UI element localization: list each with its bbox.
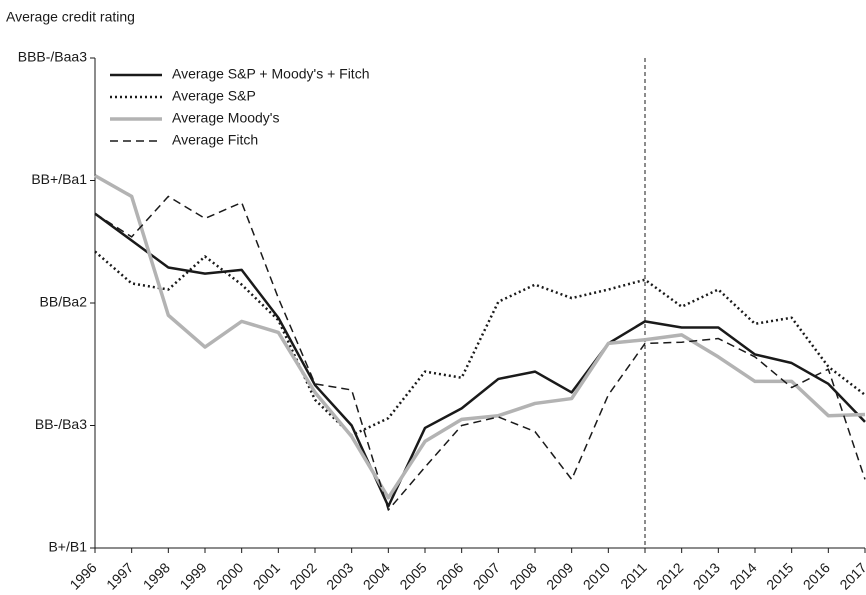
x-tick-label: 1996 <box>66 559 99 592</box>
y-tick-label: BB-/Ba3 <box>35 416 87 432</box>
y-tick-label: BB+/Ba1 <box>31 171 87 187</box>
x-tick-label: 1999 <box>176 559 209 592</box>
x-tick-label: 2015 <box>763 559 796 592</box>
legend-label: Average Moody's <box>172 110 279 126</box>
x-tick-label: 2003 <box>323 559 356 592</box>
series-line <box>94 195 866 511</box>
x-tick-label: 2005 <box>396 559 429 592</box>
y-tick-label: BBB-/Baa3 <box>18 49 87 65</box>
x-tick-label: 2001 <box>250 559 283 592</box>
legend-label: Average Fitch <box>172 132 258 148</box>
x-tick-label: 2006 <box>433 559 466 592</box>
y-tick-label: BB/Ba2 <box>40 294 88 310</box>
x-tick-label: 2007 <box>470 559 503 592</box>
x-tick-label: 2013 <box>690 559 723 592</box>
x-tick-label: 2016 <box>800 559 833 592</box>
x-tick-label: 2012 <box>653 559 686 592</box>
x-tick-label: 2014 <box>726 559 759 592</box>
x-tick-label: 2017 <box>836 559 866 592</box>
series-line <box>94 212 866 508</box>
series-line <box>94 250 866 437</box>
x-tick-label: 2010 <box>580 559 613 592</box>
x-tick-label: 2009 <box>543 559 576 592</box>
series-line <box>94 174 866 500</box>
chart-title: Average credit rating <box>6 9 135 25</box>
x-tick-label: 2011 <box>617 559 650 592</box>
legend-label: Average S&P <box>172 88 256 104</box>
x-tick-label: 1997 <box>103 559 136 592</box>
y-tick-label: B+/B1 <box>48 539 87 555</box>
x-tick-label: 2004 <box>360 559 393 592</box>
x-tick-label: 2008 <box>506 559 539 592</box>
x-tick-label: 2000 <box>213 559 246 592</box>
x-tick-label: 2002 <box>286 559 319 592</box>
legend-label: Average S&P + Moody's + Fitch <box>172 66 369 82</box>
x-tick-label: 1998 <box>140 559 173 592</box>
